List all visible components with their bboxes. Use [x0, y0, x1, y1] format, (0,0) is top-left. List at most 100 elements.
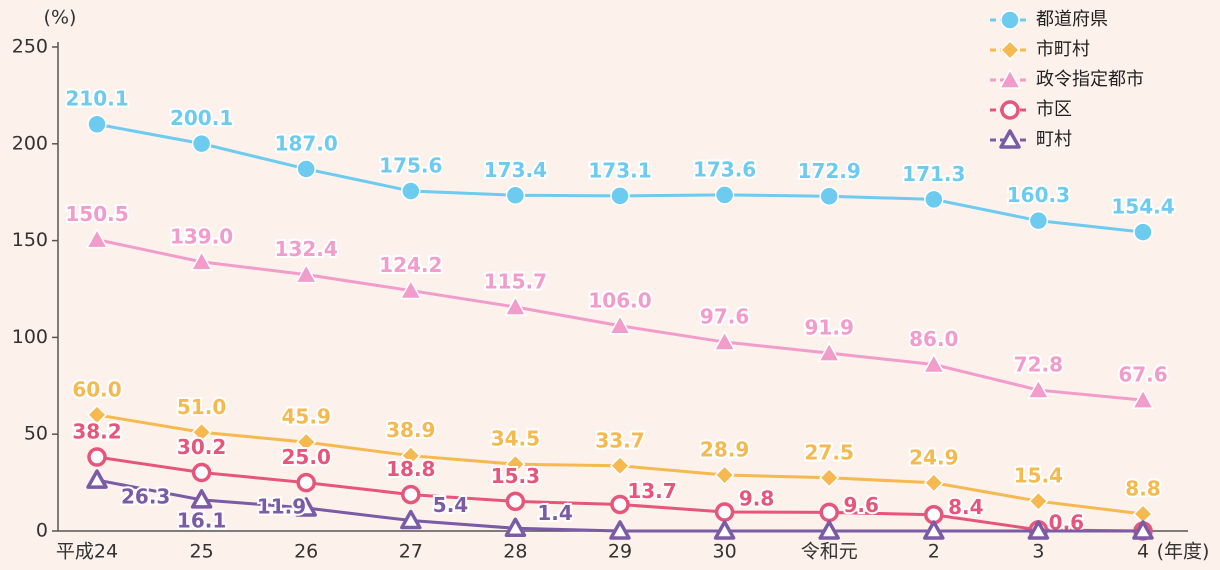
data-label: 9.6: [843, 493, 878, 517]
point: [1133, 222, 1153, 242]
data-label: 15.4: [1014, 464, 1063, 488]
point: [401, 484, 421, 505]
point: [87, 114, 107, 134]
x-tick-label: 26: [294, 541, 318, 563]
data-label: 175.6: [379, 154, 442, 178]
point: [713, 330, 736, 351]
point: [714, 502, 735, 522]
point: [505, 454, 526, 475]
data-label: 67.6: [1118, 363, 1167, 387]
x-unit: (年度): [1157, 541, 1210, 563]
data-label: 24.9: [909, 445, 958, 469]
point: [400, 509, 422, 530]
series: 26.3 16.1 11.9 5.4 1.4: [86, 469, 1154, 540]
x-tick-label: 4: [1137, 541, 1149, 563]
legend-label: 市区: [1036, 99, 1072, 120]
x-tick-label: 29: [608, 541, 632, 563]
data-label: 1.4: [537, 501, 572, 525]
data-label: 139.0: [170, 224, 233, 248]
point: [296, 432, 317, 453]
point: [400, 445, 421, 466]
x-tick-label: 28: [503, 541, 527, 563]
point: [610, 494, 630, 515]
point: [1028, 210, 1049, 231]
data-label: 172.9: [798, 159, 861, 183]
point: [819, 186, 839, 207]
point: [1028, 491, 1049, 512]
point: [817, 341, 841, 362]
point: [85, 228, 109, 249]
data-label: 8.4: [948, 495, 983, 519]
x-tick-label: 25: [190, 541, 214, 563]
legend-marker: [999, 39, 1021, 61]
data-label: 16.1: [177, 508, 226, 532]
point: [922, 352, 946, 374]
y-tick-label: 250: [12, 36, 48, 58]
data-label: 18.8: [386, 457, 435, 481]
data-label: 34.5: [491, 427, 540, 451]
data-label: 15.3: [491, 464, 540, 488]
y-tick-label: 200: [12, 132, 48, 154]
legend-label: 市町村: [1036, 39, 1090, 60]
data-label: 171.3: [902, 162, 965, 186]
data-label: 154.4: [1111, 195, 1174, 219]
data-label: 11.9: [257, 494, 306, 518]
point: [923, 520, 945, 540]
data-label: 45.9: [282, 405, 331, 429]
data-label: 106.0: [588, 288, 651, 312]
data-label: 210.1: [65, 87, 128, 111]
y-tick-label: 0: [36, 520, 48, 542]
point: [191, 462, 212, 483]
point: [1027, 378, 1050, 399]
data-label: 173.1: [588, 158, 651, 182]
data-label: 60.0: [72, 377, 121, 401]
data-label: 28.9: [700, 438, 749, 462]
legend-label: 都道府県: [1036, 9, 1108, 30]
legend-label: 政令指定都市: [1036, 69, 1144, 90]
point: [819, 467, 840, 488]
point: [86, 404, 108, 425]
data-label: 132.4: [275, 237, 338, 261]
point: [399, 279, 423, 300]
data-label: 86.0: [909, 327, 958, 351]
point: [86, 469, 108, 489]
data-label: 9.8: [739, 487, 774, 511]
data-label: 97.6: [700, 305, 749, 329]
data-label: 5.4: [433, 493, 468, 517]
data-label: 72.8: [1014, 353, 1063, 377]
legend-marker: [998, 68, 1022, 89]
legend-marker: [999, 129, 1021, 149]
point: [296, 472, 316, 493]
data-label: 150.5: [65, 202, 128, 226]
point: [1027, 520, 1050, 540]
point: [1131, 388, 1155, 409]
y-tick-label: 50: [24, 423, 48, 445]
data-label: 173.6: [693, 157, 756, 181]
point: [191, 133, 212, 154]
point: [1132, 520, 1154, 540]
x-tick-label: 令和元: [801, 541, 858, 563]
data-label: 160.3: [1007, 183, 1070, 207]
point: [295, 497, 317, 517]
data-label: 124.2: [379, 253, 442, 277]
legend-marker: [1000, 100, 1020, 120]
point: [505, 185, 526, 206]
data-label: 27.5: [805, 440, 854, 464]
point: [505, 491, 526, 512]
x-tick-label: 27: [399, 541, 423, 563]
x-tick-label: 3: [1032, 541, 1044, 563]
data-label: 51.0: [177, 395, 226, 419]
legend-marker: [1000, 10, 1020, 30]
y-unit: (%): [44, 7, 77, 29]
y-tick-label: 150: [12, 229, 48, 251]
data-label: 187.0: [275, 131, 338, 155]
data-label: 173.4: [484, 158, 547, 182]
point: [714, 185, 735, 205]
point: [819, 502, 839, 523]
point: [190, 489, 213, 509]
point: [190, 250, 213, 271]
legend-label: 町村: [1036, 129, 1072, 150]
point: [608, 314, 632, 335]
point: [294, 263, 318, 284]
point: [713, 520, 736, 540]
